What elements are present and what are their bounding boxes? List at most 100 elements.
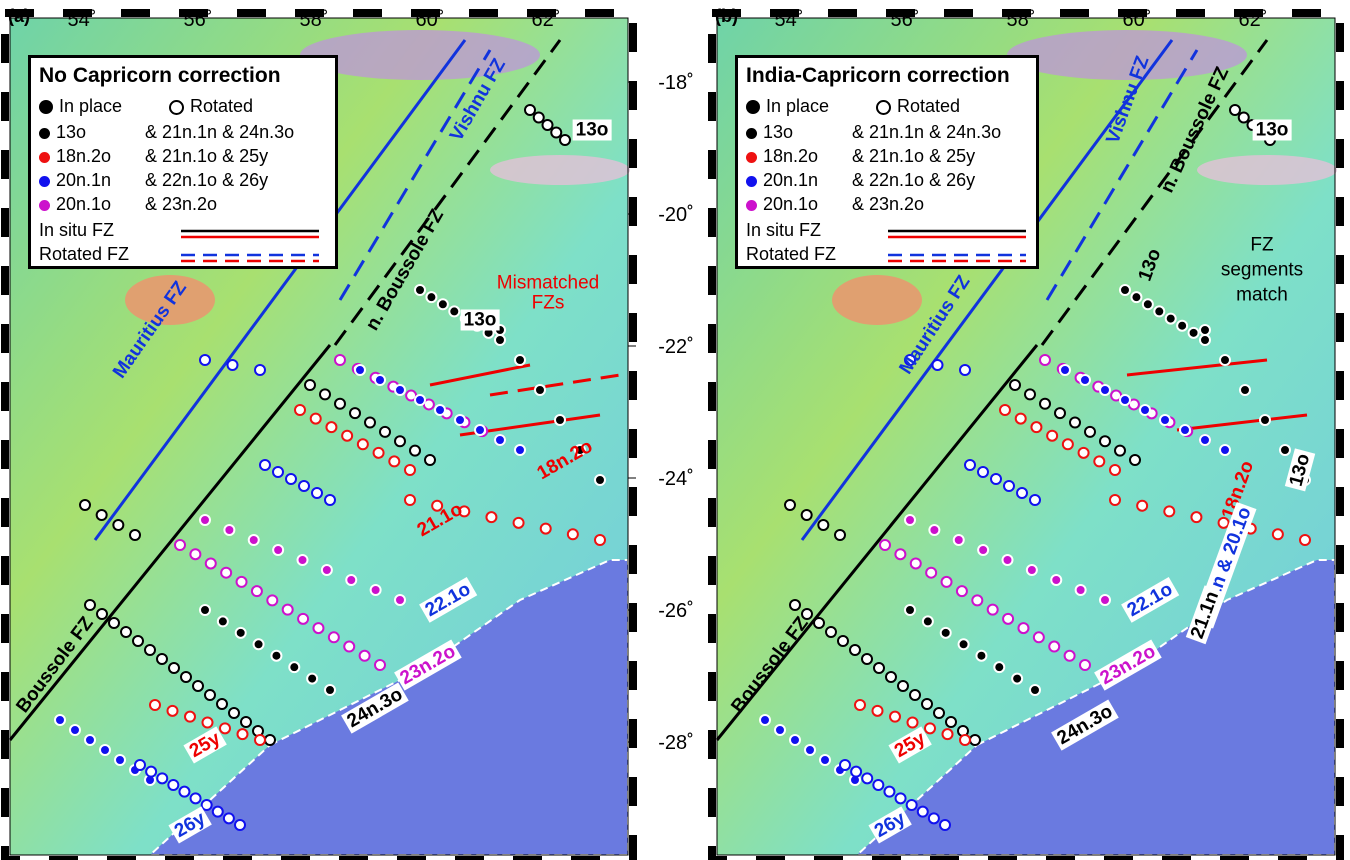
sample-point: [965, 460, 975, 470]
sample-point: [220, 723, 230, 733]
sample-point: [802, 609, 812, 619]
legend-swatches: [181, 220, 321, 270]
sample-point: [80, 500, 90, 510]
sample-point: [826, 627, 836, 637]
sample-point: [455, 415, 465, 425]
sample-point: [1018, 623, 1028, 633]
legend-item: 18n.2o: [746, 146, 818, 167]
legend-item: 20n.1o: [39, 194, 111, 215]
sample-point: [355, 365, 365, 375]
sample-point: [1273, 529, 1283, 539]
sample-point: [265, 735, 275, 745]
sample-point: [206, 558, 216, 568]
sample-point: [371, 585, 381, 595]
sample-point: [150, 700, 160, 710]
sample-point: [862, 654, 872, 664]
sample-point: [255, 735, 265, 745]
sample-point: [954, 535, 964, 545]
sample-point: [1160, 415, 1170, 425]
sample-point: [1200, 335, 1210, 345]
sample-point: [325, 685, 335, 695]
sample-point: [1012, 674, 1022, 684]
sample-point: [200, 605, 210, 615]
legend-label: & 23n.2o: [145, 194, 217, 215]
sample-point: [1003, 555, 1013, 565]
sample-point: [1100, 436, 1110, 446]
sample-point: [835, 530, 845, 540]
sample-point: [926, 568, 936, 578]
sample-point: [133, 636, 143, 646]
sample-point: [495, 335, 505, 345]
sample-point: [525, 105, 535, 115]
sample-point: [1137, 501, 1147, 511]
sample-point: [237, 577, 247, 587]
sample-point: [905, 605, 915, 615]
sample-point: [1055, 408, 1065, 418]
sample-point: [254, 639, 264, 649]
sample-point: [449, 306, 459, 316]
lon-tick-label: 58˚: [300, 9, 329, 31]
sample-point: [515, 355, 525, 365]
sample-point: [252, 586, 262, 596]
sample-point: [1220, 355, 1230, 365]
sample-point: [908, 718, 918, 728]
lat-tick-label: -22˚: [658, 336, 694, 358]
sample-point: [213, 807, 223, 817]
sample-point: [1154, 306, 1164, 316]
sample-point: [1065, 651, 1075, 661]
sample-point: [918, 807, 928, 817]
sample-point: [514, 518, 524, 528]
sample-point: [595, 535, 605, 545]
sample-point: [229, 708, 239, 718]
sample-point: [820, 755, 830, 765]
sample-point: [312, 488, 322, 498]
sample-point: [100, 745, 110, 755]
legend-item: In place: [39, 96, 122, 117]
sample-point: [360, 651, 370, 661]
sample-point: [335, 399, 345, 409]
sample-point: [426, 292, 436, 302]
sample-point: [929, 813, 939, 823]
lon-tick-label: 54˚: [68, 9, 97, 31]
sample-point: [175, 540, 185, 550]
sample-point: [1239, 113, 1249, 123]
sample-point: [181, 672, 191, 682]
sample-point: [218, 616, 228, 626]
sample-point: [307, 674, 317, 684]
sample-point: [595, 475, 605, 485]
sample-point: [344, 642, 354, 652]
sample-point: [1177, 321, 1187, 331]
sample-point: [495, 435, 505, 445]
sample-point: [299, 481, 309, 491]
sample-point: [185, 712, 195, 722]
sample-point: [850, 645, 860, 655]
sample-point: [435, 405, 445, 415]
sample-point: [1027, 565, 1037, 575]
sample-point: [940, 820, 950, 830]
sample-point: [884, 787, 894, 797]
sample-point: [168, 706, 178, 716]
sample-point: [283, 605, 293, 615]
sample-point: [365, 418, 375, 428]
legend-label: & 23n.2o: [852, 194, 924, 215]
sample-point: [289, 662, 299, 672]
sample-point: [97, 609, 107, 619]
legend-label: & 21n.1o & 25y: [852, 146, 975, 167]
lat-tick-label: -26˚: [658, 600, 694, 622]
sample-point: [855, 700, 865, 710]
sample-point: [224, 813, 234, 823]
sample-point: [329, 632, 339, 642]
sample-point: [1191, 512, 1201, 522]
legend-label: 13o: [763, 122, 793, 142]
sample-point: [1047, 431, 1057, 441]
sample-point: [923, 616, 933, 626]
sample-point: [1030, 495, 1040, 505]
sample-point: [1094, 456, 1104, 466]
sample-point: [1189, 328, 1199, 338]
sample-point: [1076, 585, 1086, 595]
sample-point: [130, 530, 140, 540]
sample-point: [271, 651, 281, 661]
sample-point: [410, 446, 420, 456]
legend-label: 18n.2o: [763, 146, 818, 166]
sample-point: [298, 614, 308, 624]
